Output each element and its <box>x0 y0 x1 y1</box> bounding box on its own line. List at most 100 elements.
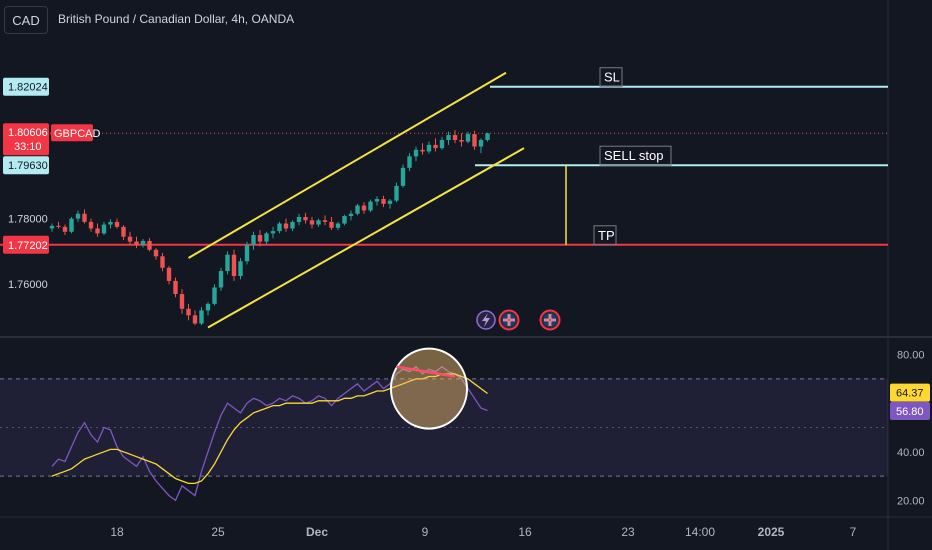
level-tag-box-sell-stop <box>599 145 672 166</box>
candle-45 <box>342 214 347 226</box>
candle-body-1 <box>56 225 61 227</box>
rsi-tick-0: 20.00 <box>897 495 925 507</box>
candle-body-43 <box>329 221 334 228</box>
symbol-tag: GBPCAD <box>54 128 101 140</box>
candle-body-7 <box>95 228 100 234</box>
level-tag-box-tp <box>593 225 617 246</box>
rsi-ma-tag: 64.37 <box>896 388 924 400</box>
candle-3 <box>69 217 74 234</box>
candle-1 <box>56 221 61 229</box>
candle-body-38 <box>296 217 302 222</box>
time-tick-5: 23 <box>621 525 635 539</box>
candle-body-41 <box>316 220 321 225</box>
candle-body-59 <box>433 144 438 149</box>
rsi-tag: 56.80 <box>896 406 924 418</box>
candle-body-64 <box>465 134 471 142</box>
axis-tag-bg-sl <box>3 77 49 96</box>
candle-59 <box>433 138 438 152</box>
candle-64 <box>465 131 471 144</box>
symbol-selector[interactable]: CAD <box>4 6 48 34</box>
candle-body-32 <box>257 235 263 242</box>
candle-44 <box>335 221 341 231</box>
candle-body-10 <box>114 221 120 227</box>
candle-36 <box>283 218 289 232</box>
candle-18 <box>166 266 172 285</box>
axis-tag-sl: 1.82024 <box>8 82 48 94</box>
candle-27 <box>225 251 230 275</box>
candle-17 <box>160 253 165 272</box>
rsi-ma-line <box>51 373 488 485</box>
candle-34 <box>270 226 276 239</box>
candle-20 <box>179 289 185 314</box>
candle-body-33 <box>264 233 269 242</box>
candle-54 <box>400 164 406 188</box>
candle-body-62 <box>452 135 458 140</box>
candle-body-57 <box>420 149 425 152</box>
candle-body-26 <box>218 271 224 288</box>
candle-body-25 <box>212 287 217 304</box>
candle-40 <box>309 217 315 229</box>
candle-43 <box>329 217 334 231</box>
candle-body-17 <box>160 256 165 268</box>
candle-56 <box>413 146 419 162</box>
candle-body-46 <box>348 213 354 217</box>
candle-33 <box>264 231 269 245</box>
symbol-tag-bg <box>51 124 93 142</box>
rsi-tick-1: 40.00 <box>897 447 925 459</box>
candle-37 <box>290 220 295 232</box>
candle-body-40 <box>309 220 315 225</box>
candle-body-47 <box>355 205 360 214</box>
candle-body-54 <box>400 167 406 186</box>
candle-32 <box>257 230 263 247</box>
candle-49 <box>368 199 373 213</box>
candle-62 <box>452 130 458 144</box>
candle-body-11 <box>121 226 126 237</box>
candle-29 <box>238 257 243 280</box>
candle-48 <box>361 202 367 214</box>
candle-body-4 <box>75 213 81 219</box>
candle-body-12 <box>127 236 133 242</box>
candle-body-48 <box>361 205 367 211</box>
candle-8 <box>101 221 107 236</box>
candle-body-13 <box>134 241 139 245</box>
candle-42 <box>322 215 328 226</box>
candle-body-56 <box>413 149 419 157</box>
candle-body-27 <box>225 254 230 272</box>
candle-30 <box>244 241 250 265</box>
candle-body-0 <box>49 225 55 229</box>
candle-body-60 <box>439 139 445 149</box>
candle-14 <box>140 238 146 248</box>
price-tick-1: 1.78000 <box>8 214 48 226</box>
candle-body-55 <box>407 156 412 168</box>
candle-body-66 <box>478 139 484 147</box>
candle-67 <box>485 132 490 142</box>
candle-body-15 <box>147 240 152 250</box>
candle-23 <box>199 307 204 326</box>
candle-63 <box>459 133 464 147</box>
candle-46 <box>348 210 354 221</box>
candle-body-39 <box>303 217 308 221</box>
candle-body-67 <box>485 133 490 140</box>
annotations: SL SELL stop TP <box>390 67 672 430</box>
candle-39 <box>303 212 308 224</box>
candle-53 <box>394 182 399 203</box>
time-tick-2: Dec <box>306 525 328 539</box>
candle-body-44 <box>335 223 341 228</box>
time-tick-8: 7 <box>850 525 857 539</box>
candle-26 <box>218 267 224 291</box>
candle-7 <box>95 223 100 237</box>
candle-52 <box>387 198 393 209</box>
level-tag-tp: TP <box>598 228 615 243</box>
rsi-lines <box>51 365 488 502</box>
candle-61 <box>446 131 451 145</box>
candle-38 <box>296 213 302 226</box>
candle-5 <box>82 209 87 224</box>
candle-0 <box>49 223 55 232</box>
candle-body-18 <box>166 267 172 281</box>
candle-55 <box>407 153 412 172</box>
candle-25 <box>212 284 217 306</box>
time-tick-6: 14:00 <box>685 525 715 539</box>
candle-body-30 <box>244 244 250 262</box>
